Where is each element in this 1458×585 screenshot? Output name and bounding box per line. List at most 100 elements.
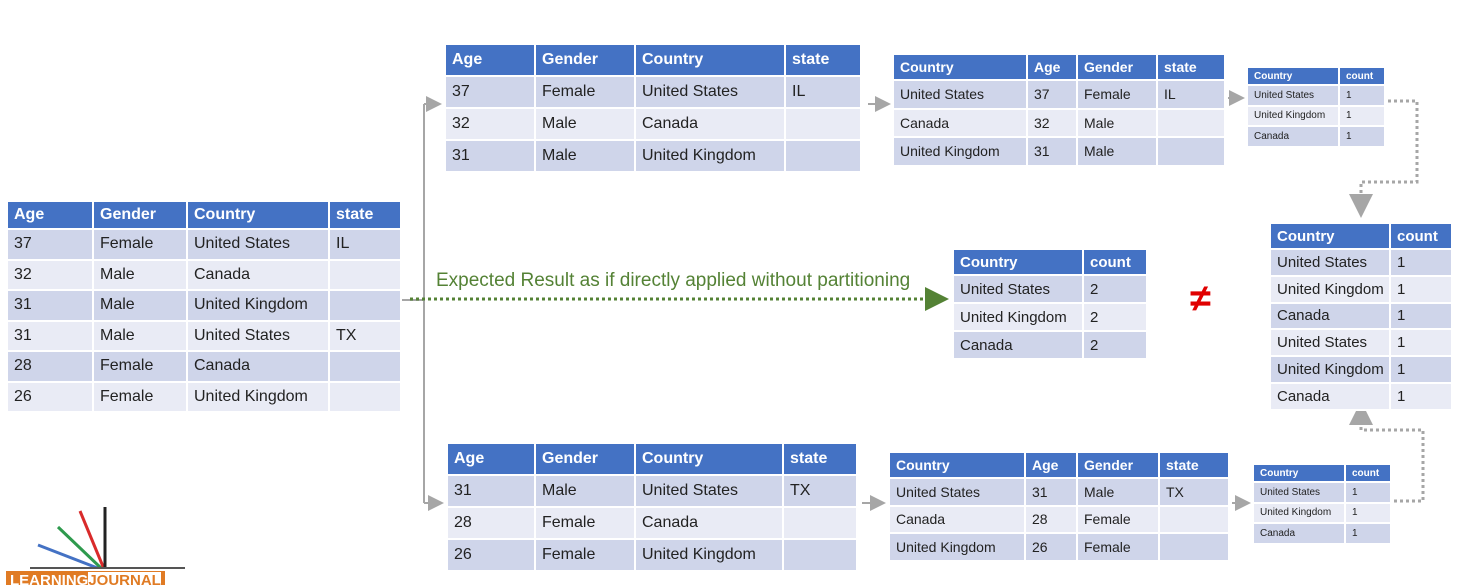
combined-result-table: Country count United States 1 United Kingdom… — [1271, 224, 1451, 411]
column-header: Country — [188, 202, 330, 230]
table-cell: 1 — [1340, 127, 1384, 148]
expected-result-table: Country count United States 2 United Kingdom… — [954, 250, 1146, 360]
column-header: state — [1160, 453, 1228, 479]
table-cell: IL — [330, 230, 400, 261]
table-cell: 2 — [1084, 304, 1146, 332]
header-row: Age Gender Country state — [448, 444, 856, 476]
not-equal-symbol: ≠ — [1190, 278, 1211, 320]
table-row: United Kingdom 2 — [954, 304, 1146, 332]
table-cell: Female — [536, 508, 636, 540]
table-cell: 28 — [1026, 506, 1078, 534]
table-cell: 26 — [8, 382, 94, 413]
header-row: Country count — [1254, 465, 1390, 483]
column-header: Country — [894, 55, 1028, 81]
table-cell: 1 — [1391, 357, 1451, 384]
table-cell: 32 — [446, 109, 536, 141]
table-cell: 26 — [1026, 534, 1078, 562]
table-row: United States 1 — [1271, 250, 1451, 277]
table-cell — [786, 109, 860, 141]
table-cell: United Kingdom — [636, 141, 786, 173]
logo-text: LEARNINGJOURNAL — [6, 571, 165, 585]
partition-2-counts-table: Country count United States 1 United Kingdom… — [1254, 465, 1390, 545]
column-header: count — [1340, 68, 1384, 86]
table-cell: United States — [894, 81, 1028, 110]
table-cell: United Kingdom — [1248, 106, 1340, 127]
table-cell: 37 — [446, 77, 536, 109]
table-cell — [784, 540, 856, 572]
table-cell: Male — [536, 109, 636, 141]
table-cell: United Kingdom — [894, 138, 1028, 167]
table-cell: 1 — [1391, 383, 1451, 411]
table-row: United Kingdom 1 — [1254, 503, 1390, 524]
table-cell: Male — [94, 260, 188, 291]
table-cell: TX — [330, 321, 400, 352]
table-cell: Canada — [890, 506, 1026, 534]
table-cell: United States — [636, 476, 784, 508]
dotted-p2-counts-to-combined — [1349, 401, 1425, 503]
table-row: Canada 1 — [1254, 524, 1390, 545]
column-header: Country — [1254, 465, 1346, 483]
table-row: Canada 32 Male — [894, 109, 1224, 138]
table-cell: United Kingdom — [1271, 276, 1391, 304]
table-row: United States 2 — [954, 276, 1146, 304]
table-row: Canada 28 Female — [890, 506, 1228, 534]
table-cell: Male — [1078, 109, 1158, 138]
column-header: state — [784, 444, 856, 476]
table-cell — [330, 352, 400, 383]
table-cell: Canada — [1254, 524, 1346, 545]
partition-2-reordered-table: Country Age Gender state United States 31 Male… — [890, 453, 1228, 562]
column-header: Age — [1028, 55, 1078, 81]
table-cell: IL — [786, 77, 860, 109]
table-row: United States 1 — [1254, 483, 1390, 504]
column-header: Country — [890, 453, 1026, 479]
table-row: 32 Male Canada — [8, 260, 400, 291]
table-cell — [1158, 138, 1224, 167]
table-cell: United States — [188, 321, 330, 352]
header-row: Age Gender Country state — [8, 202, 400, 230]
header-row: Age Gender Country state — [446, 45, 860, 77]
table-cell: Male — [94, 291, 188, 322]
table-row: 32 Male Canada — [446, 109, 860, 141]
table-cell: Female — [536, 540, 636, 572]
table-cell: United Kingdom — [188, 382, 330, 413]
header-row: Country count — [1271, 224, 1451, 250]
table-cell: 1 — [1346, 503, 1390, 524]
table-cell: Canada — [1271, 383, 1391, 411]
table-row: 31 Male United Kingdom — [446, 141, 860, 173]
table-row: United States 31 Male TX — [890, 479, 1228, 507]
table-cell: Canada — [894, 109, 1028, 138]
column-header: state — [1158, 55, 1224, 81]
table-cell: 31 — [1028, 138, 1078, 167]
table-row: 28 Female Canada — [8, 352, 400, 383]
column-header: Country — [636, 444, 784, 476]
table-row: United Kingdom 1 — [1271, 276, 1451, 304]
table-row: 31 Male United States TX — [448, 476, 856, 508]
table-cell: Canada — [954, 332, 1084, 360]
partition-1-counts-table: Country count United States 1 United Kingdom… — [1248, 68, 1384, 148]
table-row: United States 37 Female IL — [894, 81, 1224, 110]
table-cell: 28 — [448, 508, 536, 540]
table-cell: 31 — [448, 476, 536, 508]
table-cell — [330, 291, 400, 322]
table-cell — [1160, 506, 1228, 534]
table-cell: 32 — [1028, 109, 1078, 138]
table-cell: Female — [94, 352, 188, 383]
table-cell — [330, 260, 400, 291]
table-row: United States 1 — [1248, 86, 1384, 107]
header-row: Country Age Gender state — [890, 453, 1228, 479]
header-row: Country Age Gender state — [894, 55, 1224, 81]
table-cell: 37 — [8, 230, 94, 261]
table-cell: 1 — [1391, 303, 1451, 331]
table-cell: Male — [94, 321, 188, 352]
table-cell: 26 — [448, 540, 536, 572]
table-cell — [330, 382, 400, 413]
table-cell: Female — [94, 382, 188, 413]
table-row: United Kingdom 31 Male — [894, 138, 1224, 167]
table-row: United States 1 — [1271, 330, 1451, 358]
table-row: 28 Female Canada — [448, 508, 856, 540]
table-cell — [784, 508, 856, 540]
table-cell: 37 — [1028, 81, 1078, 110]
table-cell: United States — [188, 230, 330, 261]
column-header: Country — [636, 45, 786, 77]
column-header: Country — [954, 250, 1084, 276]
